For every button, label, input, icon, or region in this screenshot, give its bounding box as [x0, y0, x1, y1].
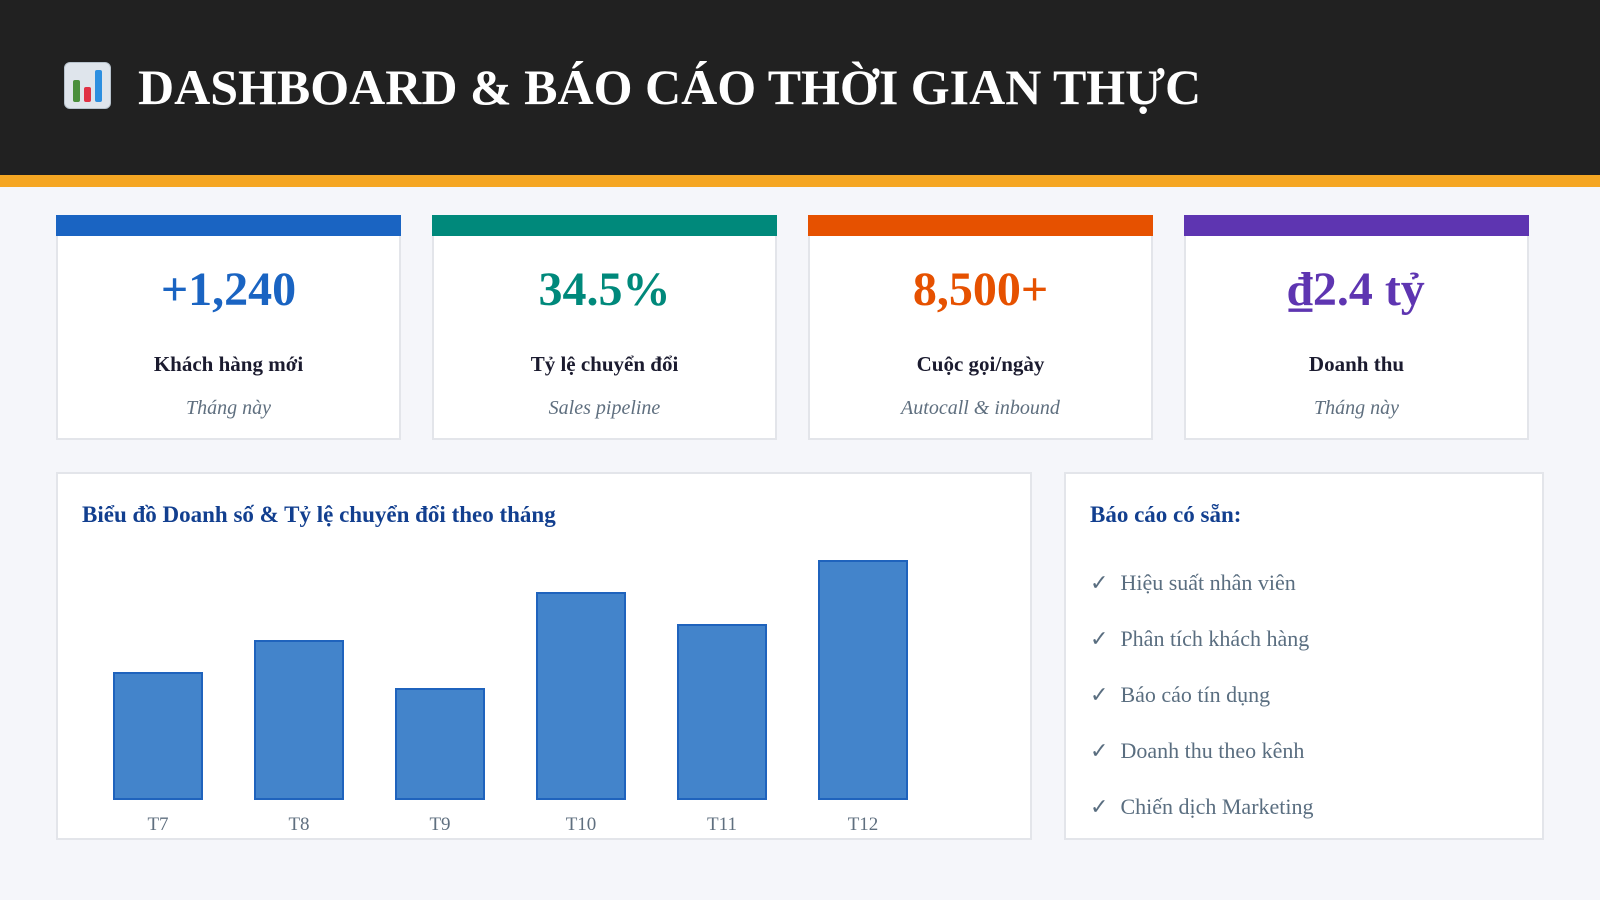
chart-title: Biểu đồ Doanh số & Tỷ lệ chuyển đổi theo… — [82, 502, 556, 527]
report-item[interactable]: ✓ Doanh thu theo kênh — [1090, 738, 1304, 764]
report-item[interactable]: ✓ Hiệu suất nhân viên — [1090, 570, 1296, 596]
reports-title: Báo cáo có sẵn: — [1090, 502, 1242, 527]
kpi-value: 34.5% — [538, 263, 671, 316]
report-item[interactable]: ✓ Chiến dịch Marketing — [1090, 794, 1314, 820]
chart-panel: Biểu đồ Doanh số & Tỷ lệ chuyển đổi theo… — [56, 472, 1032, 840]
header: DASHBOARD & BÁO CÁO THỜI GIAN THỰC — [0, 0, 1600, 175]
kpi-label: Cuộc gọi/ngày — [916, 352, 1045, 376]
kpi-subtitle: Autocall & inbound — [901, 397, 1060, 419]
accent-divider — [0, 175, 1600, 187]
bar-T8 — [254, 640, 344, 800]
kpi-value: 8,500+ — [912, 263, 1049, 316]
kpi-color-bar — [808, 215, 1153, 236]
check-icon: ✓ — [1090, 570, 1109, 595]
kpi-subtitle: Sales pipeline — [548, 397, 661, 419]
kpi-color-bar — [1184, 215, 1529, 236]
bar-T10 — [536, 592, 626, 800]
report-item-label: Báo cáo tín dụng — [1120, 682, 1271, 707]
bar-T9 — [395, 688, 485, 800]
bar-chart-icon — [64, 62, 111, 109]
kpi-card: 34.5% Tỷ lệ chuyển đổi Sales pipeline — [432, 215, 777, 440]
reports-panel: Báo cáo có sẵn: ✓ Hiệu suất nhân viên ✓ Phâ… — [1064, 472, 1544, 840]
kpi-card: 8,500+ Cuộc gọi/ngày Autocall & inbound — [808, 215, 1153, 440]
check-icon: ✓ — [1090, 738, 1109, 763]
kpi-value: +1,240 — [160, 263, 297, 316]
kpi-label: Tỷ lệ chuyển đổi — [530, 352, 679, 376]
report-item-label: Hiệu suất nhân viên — [1120, 570, 1296, 595]
kpi-color-bar — [432, 215, 777, 236]
x-tick-label: T7 — [147, 814, 169, 835]
kpi-value: ₫2.4 tỷ — [1288, 263, 1425, 316]
page-title: DASHBOARD & BÁO CÁO THỜI GIAN THỰC — [138, 59, 1202, 115]
check-icon: ✓ — [1090, 794, 1109, 819]
kpi-card: +1,240 Khách hàng mới Tháng này — [56, 215, 401, 440]
x-tick-label: T9 — [429, 814, 451, 835]
bar-T7 — [113, 672, 203, 800]
report-item[interactable]: ✓ Báo cáo tín dụng — [1090, 682, 1270, 708]
kpi-subtitle: Tháng này — [1314, 397, 1399, 419]
x-tick-label: T8 — [288, 814, 310, 835]
kpi-label: Doanh thu — [1308, 352, 1405, 376]
report-item-label: Phân tích khách hàng — [1120, 626, 1310, 651]
report-item-label: Doanh thu theo kênh — [1120, 738, 1305, 763]
kpi-color-bar — [56, 215, 401, 236]
kpi-label: Khách hàng mới — [153, 352, 304, 376]
x-tick-label: T10 — [565, 814, 597, 835]
check-icon: ✓ — [1090, 626, 1109, 651]
bar-T12 — [818, 560, 908, 800]
check-icon: ✓ — [1090, 682, 1109, 707]
kpi-subtitle: Tháng này — [186, 397, 271, 419]
x-tick-label: T11 — [707, 814, 737, 835]
x-tick-label: T12 — [847, 814, 879, 835]
report-item-label: Chiến dịch Marketing — [1120, 794, 1314, 819]
report-item[interactable]: ✓ Phân tích khách hàng — [1090, 626, 1309, 652]
kpi-card: ₫2.4 tỷ Doanh thu Tháng này — [1184, 215, 1529, 440]
bar-T11 — [677, 624, 767, 800]
